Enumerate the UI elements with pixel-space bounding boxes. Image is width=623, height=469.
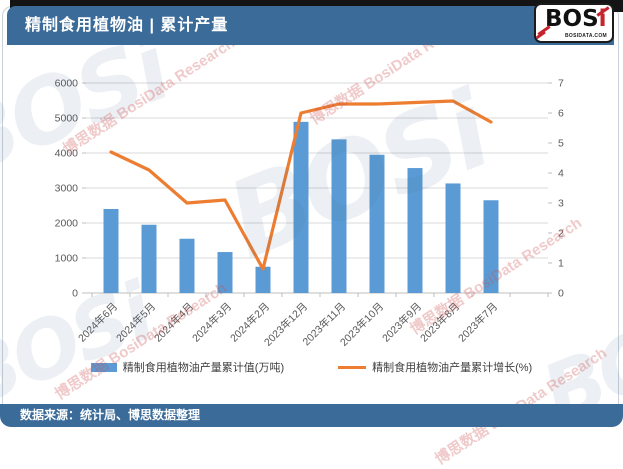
legend-bar-label: 精制食用植物油产量累计值(万吨)	[122, 362, 285, 374]
right-axis-label: 5	[558, 138, 564, 150]
x-axis-label: 2024年6月	[75, 300, 120, 345]
bar-2024年5月	[141, 224, 157, 293]
left-axis-label: 4000	[55, 148, 79, 160]
combo-chart: 0 1000 2000 3000 4000 5000 6000 0 1 2 3 4 5 6 7 2024年6月…	[55, 78, 564, 349]
left-axis-label: 0	[72, 288, 78, 300]
bar-2024年3月	[217, 252, 233, 293]
legend-bar-swatch-icon	[90, 362, 117, 372]
bosi-logo-domain: BOSIDATA.COM	[564, 33, 607, 39]
bar-2023年7月	[483, 200, 499, 293]
bar-2024年2月	[255, 266, 271, 293]
right-axis-label: 4	[558, 168, 564, 180]
bar-2023年8月	[445, 183, 461, 293]
x-axis-label: 2023年9月	[379, 300, 424, 345]
x-axis-label: 2024年3月	[189, 300, 234, 345]
bar-2024年4月	[179, 238, 195, 293]
header-bar: 精制食用植物油 | 累计产量	[7, 6, 614, 45]
footer-bar: 数据来源：统计局、博思数据整理	[0, 404, 623, 427]
right-axis-label: 6	[558, 108, 564, 120]
left-axis-label: 5000	[55, 113, 79, 125]
right-axis-label: 7	[558, 78, 564, 90]
growth-line	[109, 99, 493, 271]
bar-2023年11月	[331, 139, 347, 293]
left-axis-label: 1000	[55, 253, 79, 265]
bar-2023年9月	[407, 168, 423, 293]
x-axis-label: 2023年8月	[417, 300, 462, 345]
right-axis-label: 1	[558, 258, 564, 270]
legend-item-bar: 精制食用植物油产量累计值(万吨)	[90, 359, 285, 375]
legend-item-line: 精制食用植物油产量累计增长(%)	[338, 359, 532, 375]
left-axis-label: 6000	[55, 78, 79, 90]
x-axis-label: 2024年5月	[113, 300, 158, 345]
page-title: 精制食用植物油 | 累计产量	[25, 17, 229, 34]
bar-2024年6月	[103, 209, 119, 293]
left-axis-label: 3000	[55, 183, 79, 195]
logo-stripe-icon	[536, 30, 546, 41]
right-axis-label: 0	[558, 288, 564, 300]
left-axis-label: 2000	[55, 218, 79, 230]
x-axis-label: 2023年7月	[455, 300, 500, 345]
data-source-text: 数据来源：统计局、博思数据整理	[20, 408, 201, 422]
right-axis-label: 3	[558, 198, 564, 210]
legend-line-swatch-icon	[338, 365, 367, 369]
x-axis-label: 2024年4月	[151, 300, 196, 345]
bosi-logo-i: i	[598, 6, 607, 32]
bar-2023年12月	[293, 121, 309, 293]
bosi-logo-text: BOSi	[545, 6, 607, 32]
bosi-logo: BOSi BOSIDATA.COM	[534, 3, 614, 43]
chart-legend: 精制食用植物油产量累计值(万吨) 精制食用植物油产量累计增长(%)	[0, 357, 623, 377]
right-axis-label: 2	[558, 228, 564, 240]
legend-line-label: 精制食用植物油产量累计增长(%)	[372, 362, 533, 374]
bar-2023年10月	[369, 154, 385, 293]
